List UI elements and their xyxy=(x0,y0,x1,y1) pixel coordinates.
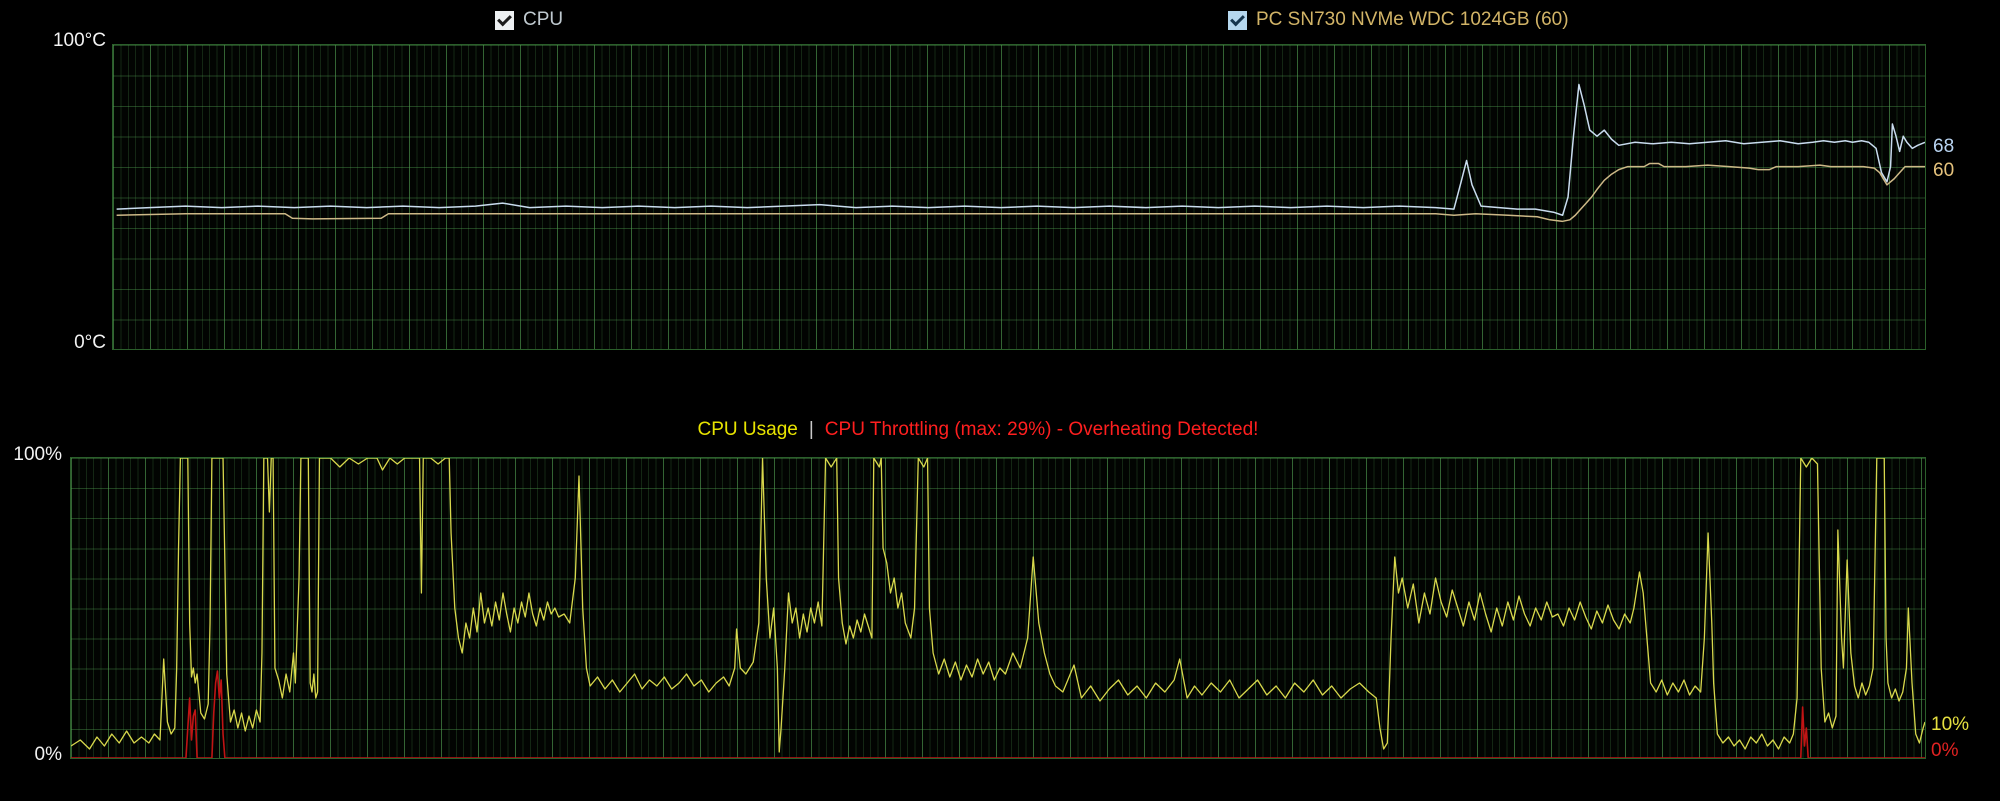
usage-current-value: 10% xyxy=(1931,714,1970,735)
throttle-current-value: 0% xyxy=(1931,740,1959,761)
temperature-series-svg xyxy=(113,45,1925,349)
series-line-cpu-usage xyxy=(71,458,1925,752)
usage-series-svg xyxy=(71,458,1925,758)
temp-axis-min-label: 0°C xyxy=(74,332,106,353)
series-line-pc-sn730-nvme-wdc-1024gb xyxy=(117,164,1925,222)
cpu-temp-current-value: 68 xyxy=(1933,136,1955,157)
nvme-temp-current-value: 60 xyxy=(1933,160,1955,181)
nvme-checkbox[interactable] xyxy=(1228,10,1247,30)
usage-title-text: CPU Usage xyxy=(697,419,798,440)
checkmark-icon xyxy=(497,11,512,26)
legend-item-cpu[interactable]: CPU xyxy=(495,9,563,31)
throttle-warning-text: CPU Throttling (max: 29%) - Overheating … xyxy=(824,419,1259,440)
series-line-cpu-throttling xyxy=(71,671,1925,758)
temp-axis-max-label: 100°C xyxy=(52,30,106,51)
legend-item-nvme[interactable]: PC SN730 NVMe WDC 1024GB (60) xyxy=(1228,9,1569,31)
usage-plot-area xyxy=(70,457,1926,759)
usage-axis-max-label: 100% xyxy=(13,444,62,465)
usage-axis-min-label: 0% xyxy=(34,744,62,765)
nvme-legend-label: PC SN730 NVMe WDC 1024GB (60) xyxy=(1256,9,1569,30)
series-line-cpu xyxy=(117,85,1925,216)
cpu-checkbox[interactable] xyxy=(495,10,514,30)
title-separator: | xyxy=(808,419,814,440)
cpu-legend-label: CPU xyxy=(523,9,564,30)
temperature-plot-area xyxy=(112,44,1926,350)
checkmark-icon xyxy=(1230,11,1245,26)
usage-chart-title: CPU Usage | CPU Throttling (max: 29%) - … xyxy=(70,419,1886,441)
